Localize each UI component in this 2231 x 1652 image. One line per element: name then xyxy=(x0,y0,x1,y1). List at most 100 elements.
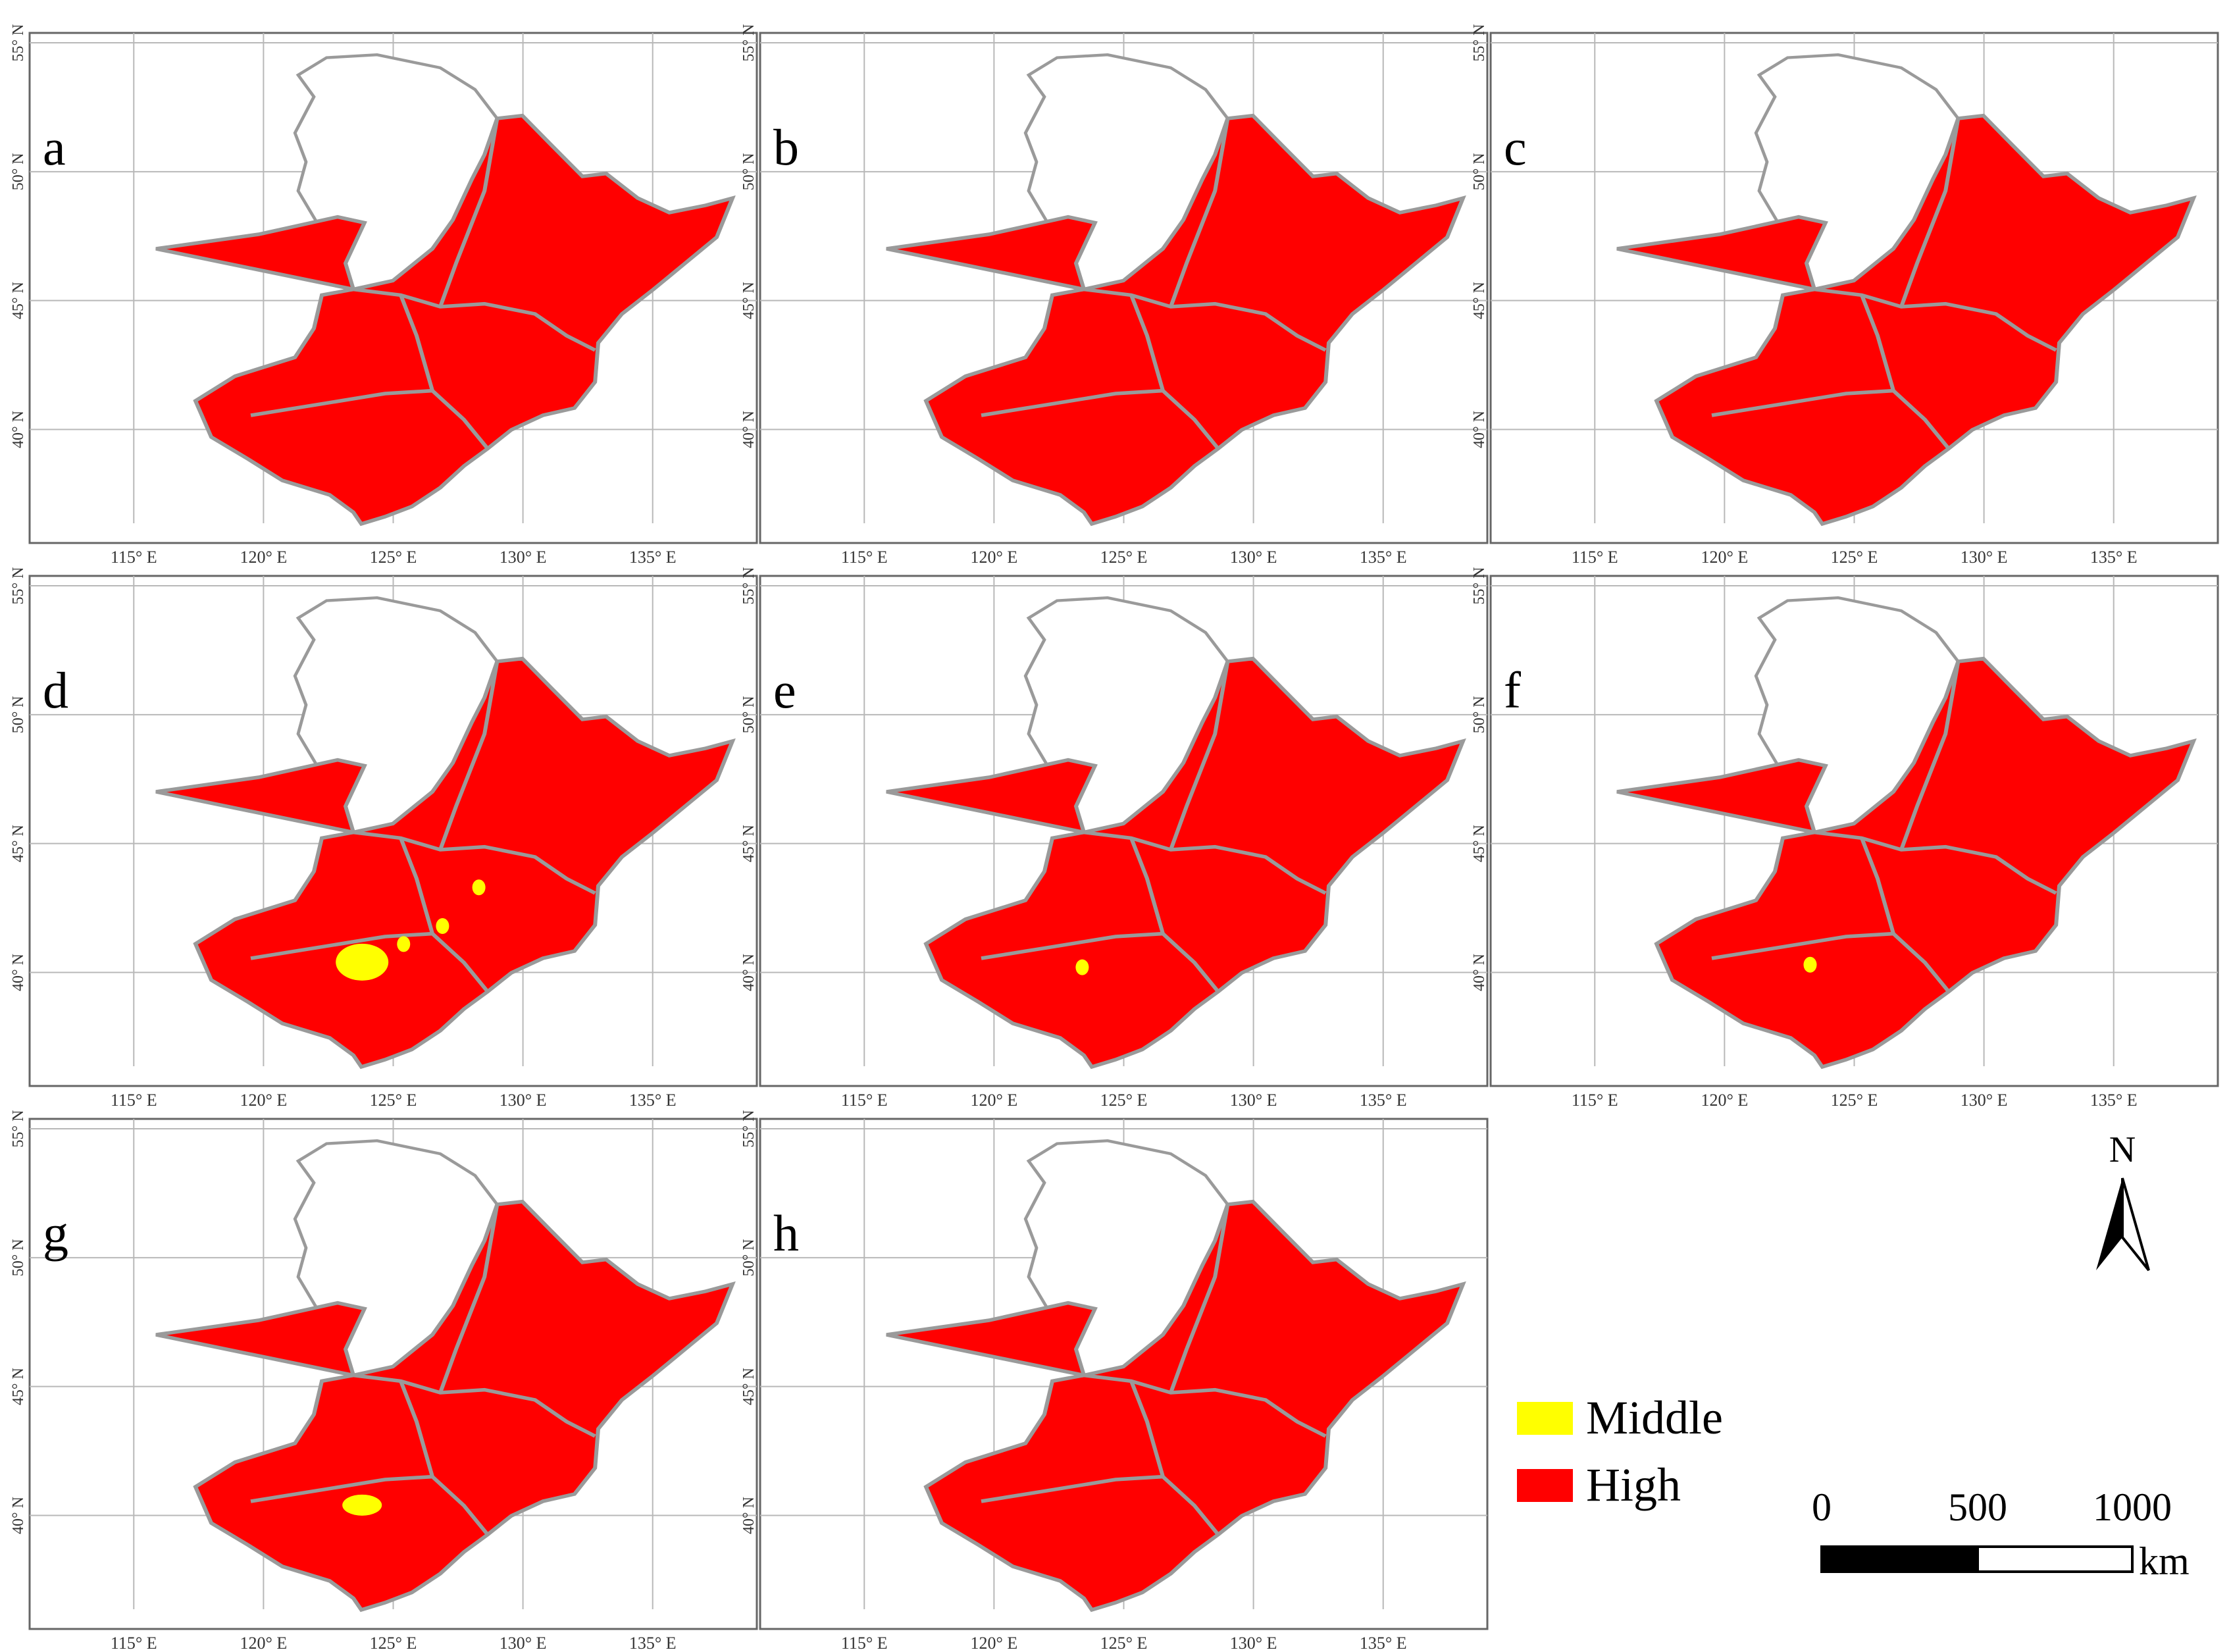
longitude-label: 120° E xyxy=(970,1634,1017,1652)
province-boundary xyxy=(1169,118,1230,307)
map-panel-c: 115° E 120° E 125° E 130° E 135° E 55° N 50° N… xyxy=(1471,24,2219,567)
panel-letter: g xyxy=(43,1204,68,1262)
latitude-label: 45° N xyxy=(1471,825,1488,862)
province-boundary xyxy=(353,287,596,352)
province-boundary xyxy=(438,661,500,850)
province-boundary xyxy=(1711,931,1951,993)
map-panel-f: 115° E 120° E 125° E 130° E 135° E 55° N 50° N… xyxy=(1471,567,2219,1110)
panel-letter: b xyxy=(773,118,799,176)
latitude-label: 40° N xyxy=(10,1497,27,1534)
province-boundary xyxy=(1083,287,1327,352)
latitude-label: 40° N xyxy=(10,411,27,448)
panel-letter: f xyxy=(1504,661,1521,719)
longitude-label: 135° E xyxy=(2090,1091,2138,1110)
middle-risk-patch xyxy=(336,943,389,981)
scale-bar-black xyxy=(1820,1545,1979,1573)
province-boundary xyxy=(399,837,434,935)
middle-risk-patch xyxy=(436,918,449,934)
high-risk-area xyxy=(886,1199,1466,1613)
longitude-label: 135° E xyxy=(1360,1091,1407,1110)
longitude-label: 130° E xyxy=(500,548,547,567)
latitude-label: 55° N xyxy=(1471,24,1488,62)
longitude-label: 125° E xyxy=(1831,1091,1878,1110)
latitude-label: 50° N xyxy=(1471,153,1488,190)
north-arrow-label: N xyxy=(2109,1129,2136,1170)
province-boundary xyxy=(1129,294,1165,392)
province-boundary xyxy=(1860,837,1895,935)
longitude-label: 115° E xyxy=(111,548,157,567)
longitude-label: 135° E xyxy=(629,1634,677,1652)
panel-letter: e xyxy=(773,661,796,719)
longitude-label: 130° E xyxy=(1961,1091,2008,1110)
longitude-label: 130° E xyxy=(500,1091,547,1110)
scale-tick-500: 500 xyxy=(1948,1485,2007,1529)
region-map xyxy=(155,53,736,527)
region-map xyxy=(886,1139,1466,1613)
longitude-label: 120° E xyxy=(970,548,1017,567)
province-boundary xyxy=(353,830,596,895)
latitude-label: 50° N xyxy=(1471,696,1488,733)
province-boundary xyxy=(1169,1204,1230,1393)
latitude-label: 45° N xyxy=(740,825,757,862)
map-panel-d: 115° E 120° E 125° E 130° E 135° E 55° N 50° N… xyxy=(10,567,758,1110)
longitude-label: 130° E xyxy=(1961,548,2008,567)
longitude-label: 130° E xyxy=(1230,548,1277,567)
province-boundary xyxy=(1814,287,2057,352)
legend-swatch-middle xyxy=(1517,1402,1573,1435)
middle-risk-patch xyxy=(472,879,486,896)
longitude-label: 115° E xyxy=(841,548,888,567)
longitude-label: 125° E xyxy=(1831,548,1878,567)
province-boundary xyxy=(1083,830,1327,895)
province-boundary xyxy=(1899,118,1961,307)
panel-letter: a xyxy=(43,118,66,176)
province-boundary xyxy=(438,118,500,307)
map-panel-g: 115° E 120° E 125° E 130° E 135° E 55° N 50° N… xyxy=(10,1110,758,1652)
region-map xyxy=(1616,596,2197,1070)
latitude-label: 40° N xyxy=(1471,954,1488,991)
longitude-label: 135° E xyxy=(629,1091,677,1110)
longitude-label: 135° E xyxy=(629,548,677,567)
latitude-label: 50° N xyxy=(740,1239,757,1276)
province-boundary xyxy=(399,1380,434,1478)
scale-bar: 0 500 1000 km xyxy=(1812,1485,2190,1583)
latitude-label: 50° N xyxy=(740,696,757,733)
region-map xyxy=(155,596,736,1070)
high-risk-area xyxy=(1616,656,2197,1070)
province-boundary xyxy=(438,1204,500,1393)
latitude-label: 55° N xyxy=(740,567,757,605)
region-map xyxy=(886,596,1466,1070)
longitude-label: 135° E xyxy=(1360,1634,1407,1652)
province-boundary xyxy=(981,388,1220,450)
scale-bar-white xyxy=(1976,1545,2134,1573)
region-map xyxy=(886,53,1466,527)
province-boundary xyxy=(250,388,490,450)
province-boundary xyxy=(250,931,490,993)
map-panel-b: 115° E 120° E 125° E 130° E 135° E 55° N 50° N… xyxy=(740,24,1489,567)
latitude-label: 50° N xyxy=(10,153,27,190)
longitude-label: 115° E xyxy=(841,1634,888,1652)
province-boundary xyxy=(1711,388,1951,450)
panel-letter: d xyxy=(43,661,68,719)
middle-risk-patch xyxy=(1803,956,1817,973)
province-boundary xyxy=(1860,294,1895,392)
longitude-label: 120° E xyxy=(1701,1091,1748,1110)
province-boundary xyxy=(981,931,1220,993)
map-panel-e: 115° E 120° E 125° E 130° E 135° E 55° N 50° N… xyxy=(740,567,1489,1110)
province-boundary xyxy=(353,1373,596,1438)
map-panels: 115° E 120° E 125° E 130° E 135° E 55° N 50° N… xyxy=(10,24,2219,1652)
latitude-label: 40° N xyxy=(740,954,757,991)
middle-risk-patch xyxy=(1075,959,1089,975)
latitude-label: 45° N xyxy=(10,1368,27,1405)
longitude-label: 115° E xyxy=(111,1091,157,1110)
province-boundary xyxy=(981,1474,1220,1536)
latitude-label: 55° N xyxy=(740,24,757,62)
latitude-label: 40° N xyxy=(1471,411,1488,448)
longitude-label: 115° E xyxy=(1572,1091,1618,1110)
legend-label-high: High xyxy=(1586,1458,1681,1511)
longitude-label: 135° E xyxy=(2090,548,2138,567)
north-arrow: N xyxy=(2096,1129,2150,1272)
latitude-label: 50° N xyxy=(740,153,757,190)
longitude-label: 130° E xyxy=(500,1634,547,1652)
latitude-label: 55° N xyxy=(740,1110,757,1148)
middle-risk-patch xyxy=(342,1494,382,1516)
